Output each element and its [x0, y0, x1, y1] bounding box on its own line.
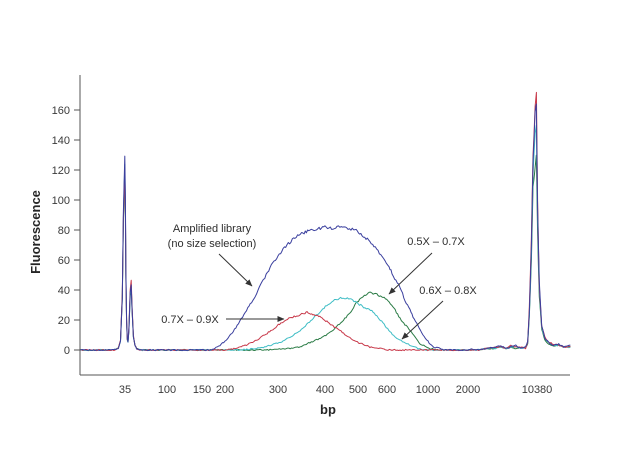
x-axis-ticks: 35 100 150 200 300 400 500 600 1000 2000 10380 [119, 384, 552, 396]
x-tick-label: 150 [193, 384, 211, 396]
annotation-06x-08x-label: 0.6X – 0.8X [419, 285, 477, 297]
x-axis-title: bp [320, 402, 336, 417]
annotation-amplified-library-line2: (no size selection) [168, 238, 257, 250]
x-tick-label: 600 [378, 384, 396, 396]
x-tick-label: 2000 [456, 384, 480, 396]
x-tick-label: 300 [269, 384, 287, 396]
annotation-07x-09x: 0.7X – 0.9X [161, 314, 285, 326]
trace-curves [79, 91, 571, 352]
y-axis-title: Fluorescence [28, 190, 43, 274]
y-tick-label: 80 [58, 225, 70, 237]
x-tick-label: 200 [216, 384, 234, 396]
x-tick-label: 35 [119, 384, 131, 396]
x-tick-label: 400 [316, 384, 334, 396]
y-tick-label: 40 [58, 285, 70, 297]
y-tick-label: 20 [58, 315, 70, 327]
x-tick-label: 1000 [416, 384, 440, 396]
annotation-05x-07x: 0.5X – 0.7X [388, 236, 465, 295]
arrow-to-blue-curve [218, 253, 253, 287]
axes [79, 75, 570, 376]
y-tick-label: 140 [52, 135, 70, 147]
trace-amplified-library-no-size-selection [79, 103, 571, 352]
x-tick-label: 100 [158, 384, 176, 396]
y-tick-label: 120 [52, 165, 70, 177]
annotation-06x-08x: 0.6X – 0.8X [401, 285, 477, 340]
y-tick-label: 0 [64, 345, 70, 357]
x-tick-label: 10380 [522, 384, 553, 396]
y-tick-label: 100 [52, 195, 70, 207]
annotation-amplified-library: Amplified library (no size selection) [168, 223, 257, 287]
y-axis-ticks: 0 20 40 60 80 100 120 140 160 [52, 105, 80, 357]
annotation-05x-07x-label: 0.5X – 0.7X [407, 236, 465, 248]
trace-0-6x-0-8x [79, 124, 571, 352]
trace-0-7x-0-9x [79, 91, 571, 352]
x-tick-label: 500 [349, 384, 367, 396]
annotation-amplified-library-line1: Amplified library [173, 223, 252, 235]
annotation-07x-09x-label: 0.7X – 0.9X [161, 314, 219, 326]
arrow-to-cyan-curve [401, 300, 444, 340]
arrow-to-green-curve [388, 252, 433, 295]
y-tick-label: 60 [58, 255, 70, 267]
y-tick-label: 160 [52, 105, 70, 117]
